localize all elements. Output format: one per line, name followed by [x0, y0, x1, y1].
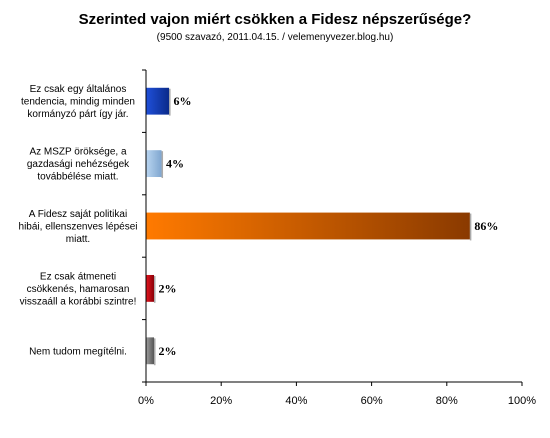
bar: [146, 87, 170, 115]
category-label: A Fidesz saját politikai hibái, ellenszen…: [19, 209, 138, 245]
bar: [146, 337, 155, 365]
data-label: 2%: [159, 344, 177, 358]
x-tick-label: 40%: [285, 395, 307, 407]
bar: [146, 150, 162, 178]
chart-subtitle: (9500 szavazó, 2011.04.15. / velemenyvez…: [157, 32, 394, 43]
data-label: 6%: [174, 94, 192, 108]
category-label: Az MSZP öröksége, a gazdasági nehézségek t…: [27, 147, 130, 183]
x-tick-label: 60%: [361, 395, 383, 407]
x-tick-label: 20%: [210, 395, 232, 407]
plot-area: 0% 20% 40% 60% 80% 100% 6% Ez csak egy általáno…: [19, 69, 536, 407]
bar-shadow: [154, 338, 156, 366]
bar-shadow: [169, 88, 171, 116]
bar-shadow: [161, 151, 164, 179]
category-label: Ez csak egy általános tendencia, mindig m…: [21, 84, 135, 120]
bar: [146, 274, 155, 302]
bar-shadow: [469, 213, 472, 241]
data-label: 2%: [159, 281, 177, 295]
chart-title: Szerinted vajon miért csökken a Fidesz n…: [79, 11, 472, 28]
x-tick-label: 80%: [436, 395, 458, 407]
x-tick-label: 0%: [138, 395, 154, 407]
data-label: 86%: [474, 219, 498, 233]
bar: [146, 212, 470, 240]
x-tick-label: 100%: [508, 395, 536, 407]
category-label: Nem tudom megítélni.: [29, 346, 127, 357]
bar-shadow: [154, 275, 156, 303]
data-label: 4%: [166, 157, 184, 171]
category-label: Ez csak átmeneti csökkenés, hamarosan viss…: [20, 271, 137, 307]
